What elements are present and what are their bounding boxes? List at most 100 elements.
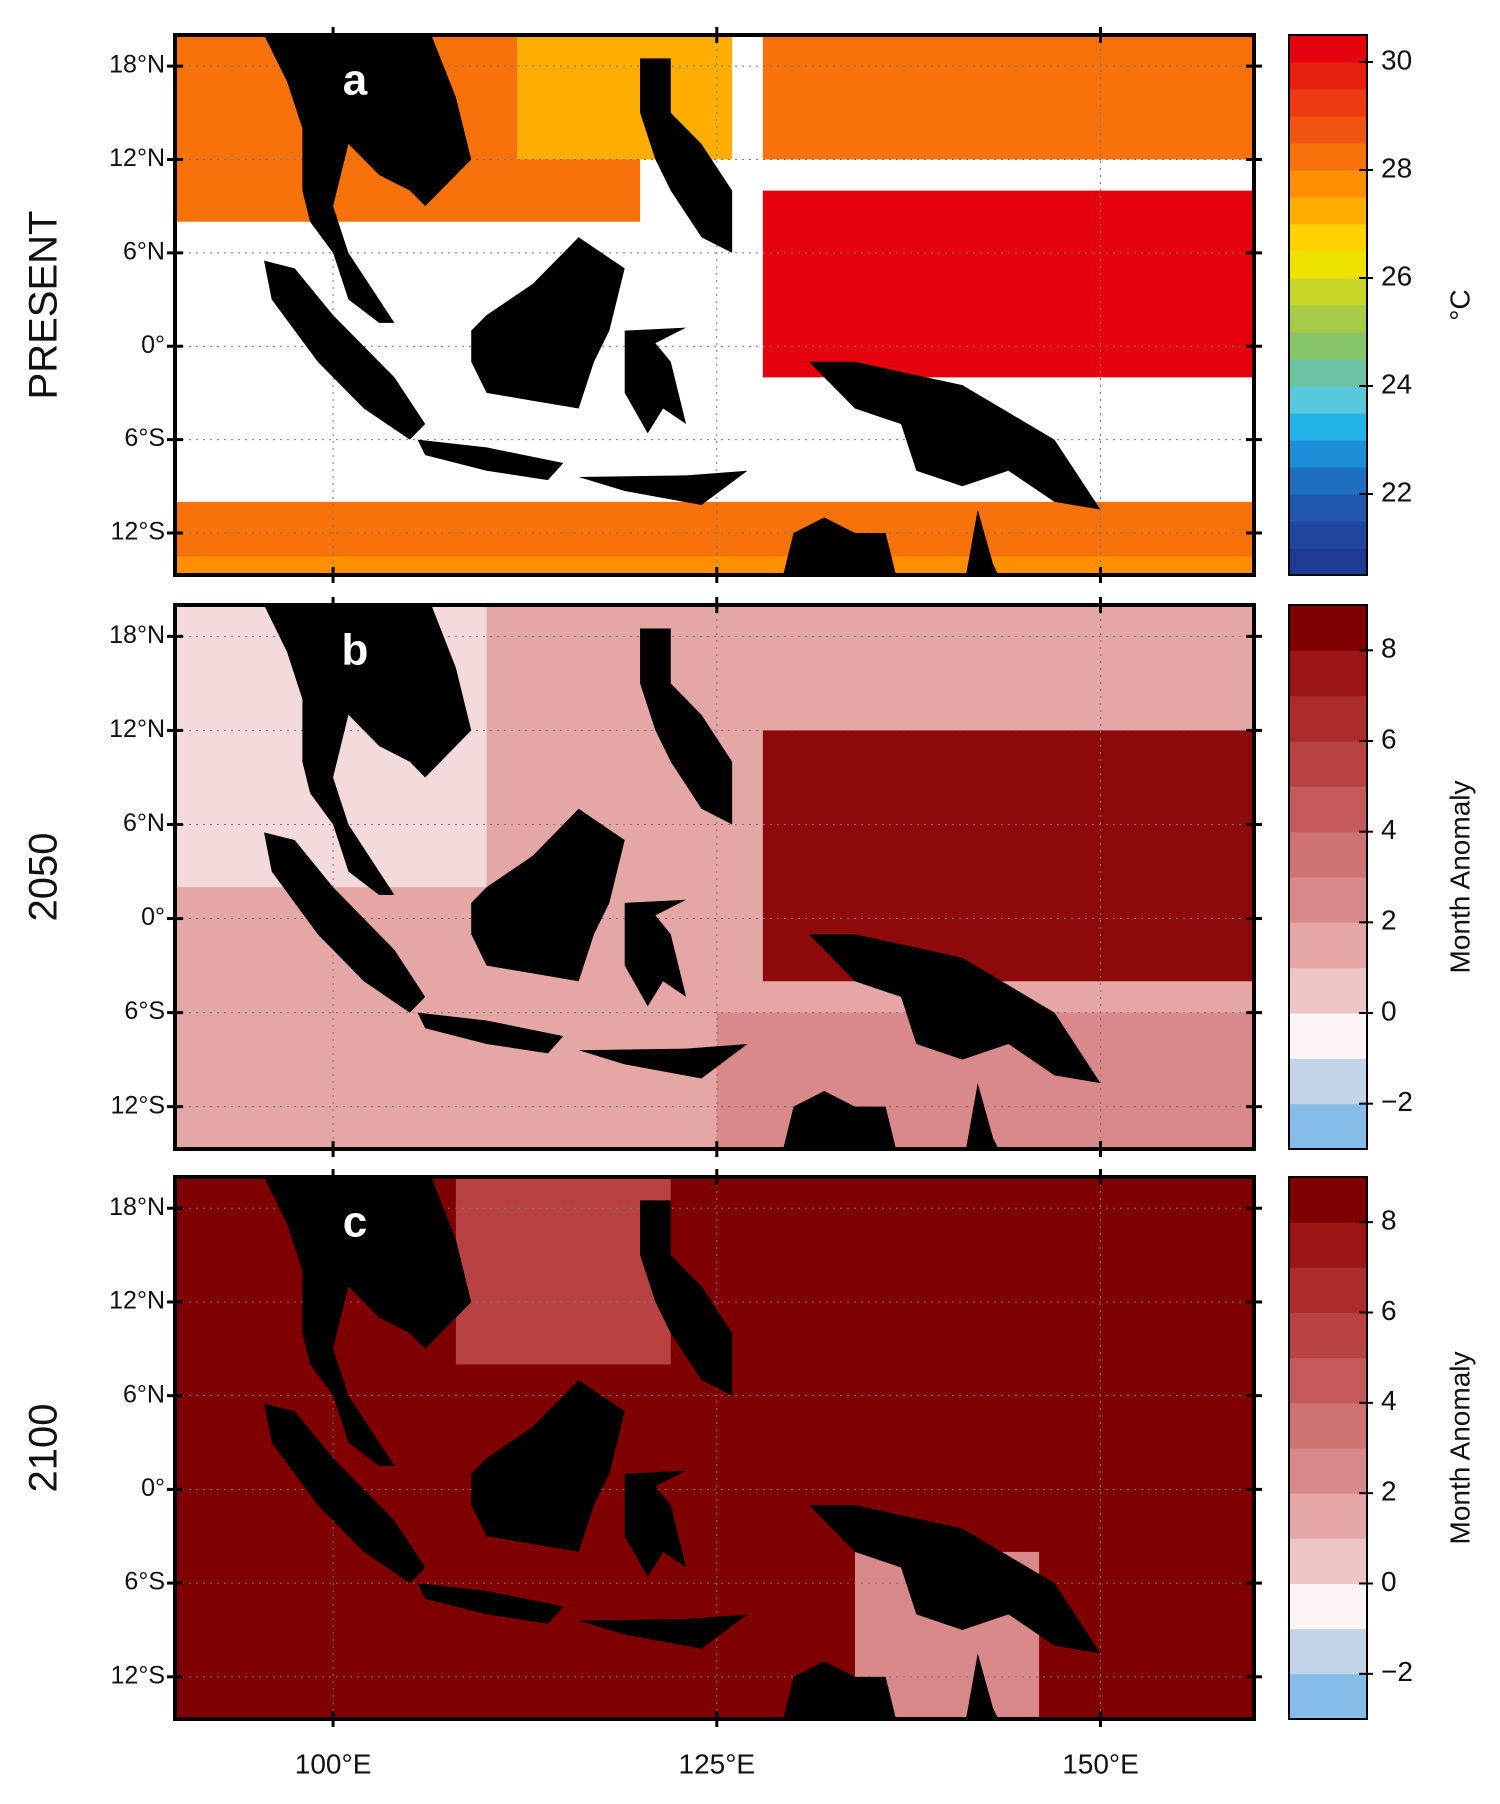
lat-tick-label: 12°S — [111, 1091, 165, 1119]
land — [808, 361, 1101, 510]
land — [264, 605, 472, 896]
lat-tick-label: 0° — [141, 903, 165, 931]
colorbar-segment — [1289, 741, 1367, 787]
colorbar-segment — [1289, 922, 1367, 969]
colorbar-segment — [1289, 35, 1367, 63]
panel-label: c — [343, 1198, 367, 1247]
map-content — [175, 1177, 1254, 1719]
row-label: PRESENT — [22, 211, 66, 400]
lat-tick-label: 6°N — [123, 809, 165, 837]
lon-tick-label: 125°E — [679, 1748, 756, 1779]
land — [264, 832, 426, 1013]
frame — [173, 33, 1256, 577]
colorbar-segment — [1289, 1448, 1367, 1494]
land — [808, 934, 1101, 1084]
colorbar-tick-label: 8 — [1381, 1205, 1397, 1236]
land — [417, 1012, 564, 1054]
colorbar-tick-label: 2 — [1381, 1476, 1397, 1507]
colorbar-segment — [1289, 1628, 1367, 1675]
colorbar-segment — [1289, 1103, 1367, 1150]
lat-tick-label: 12°N — [109, 144, 165, 172]
row-label: 2050 — [22, 833, 66, 922]
land — [640, 1200, 733, 1396]
colorbar-segment — [1289, 786, 1367, 833]
land — [417, 1583, 564, 1624]
lat-tick-label: 12°S — [111, 518, 165, 546]
colorbar-segment — [1289, 1673, 1367, 1720]
land — [640, 58, 733, 253]
colorbar-segment — [1289, 89, 1367, 117]
land — [264, 35, 472, 323]
colorbar-tick-label: 8 — [1381, 633, 1397, 664]
colorbar-segment — [1289, 224, 1367, 252]
map-content — [175, 35, 1254, 575]
colorbar-tick-label: 4 — [1381, 1385, 1397, 1416]
colorbar-segment — [1289, 1538, 1367, 1584]
colorbar-segment — [1289, 143, 1367, 171]
colorbar-tick-label: 22 — [1381, 476, 1412, 507]
colorbar-segment — [1289, 305, 1367, 333]
panel-label: a — [343, 56, 368, 105]
colorbar-segment — [1289, 251, 1367, 279]
colorbar-frame — [1288, 604, 1368, 1150]
colorbar-tick-label: 6 — [1381, 723, 1397, 754]
colorbar-segment — [1289, 170, 1367, 198]
colorbar-segment — [1289, 967, 1367, 1014]
colorbar-segment — [1289, 1583, 1367, 1630]
land — [471, 808, 625, 982]
colorbar-segment — [1289, 1222, 1367, 1268]
frame — [173, 1175, 1256, 1721]
lon-tick-label: 150°E — [1062, 1748, 1139, 1779]
map-content — [175, 605, 1254, 1149]
land — [264, 1177, 472, 1466]
sea-region — [517, 35, 733, 160]
colorbar-segment — [1289, 1493, 1367, 1539]
colorbar-segment — [1289, 332, 1367, 360]
colorbar-segment — [1289, 877, 1367, 923]
lat-tick-label: 0° — [141, 1474, 165, 1502]
colorbar-tick-label: 0 — [1381, 995, 1397, 1026]
frame — [173, 603, 1256, 1151]
lat-tick-label: 12°S — [111, 1661, 165, 1689]
colorbar-frame — [1288, 34, 1368, 576]
colorbar-segment — [1289, 440, 1367, 468]
land — [966, 509, 999, 575]
land — [624, 899, 687, 1007]
land — [578, 1614, 748, 1649]
colorbar-segment — [1289, 386, 1367, 414]
land — [783, 1661, 896, 1719]
colorbar-tick-label: 0 — [1381, 1566, 1397, 1597]
map-panel: 18°N 12°N 6°N 0° 6°S 12°S a PRESENT 22 24 26 28 30 °C — [22, 27, 1475, 583]
colorbar-tick-label: 26 — [1381, 260, 1412, 291]
colorbar-frame — [1288, 1176, 1368, 1720]
colorbar-segment — [1289, 650, 1367, 697]
colorbar-segment — [1289, 1312, 1367, 1359]
panel-label: b — [342, 626, 369, 675]
colorbar-segment — [1289, 1013, 1367, 1059]
colorbar-segment — [1289, 467, 1367, 495]
map-panel: 18°N 12°N 6°N 0° 6°S 12°S b 2050 −2 0 2 4 6 8 Month An… — [22, 597, 1475, 1157]
land — [471, 1380, 625, 1552]
colorbar-label: Month Anomaly — [1444, 1352, 1475, 1545]
colorbar-segment — [1289, 1177, 1367, 1223]
colorbar-tick-label: 6 — [1381, 1295, 1397, 1326]
lat-tick-label: 18°N — [109, 51, 165, 79]
lat-tick-label: 6°S — [124, 1568, 165, 1596]
sea-region — [455, 1177, 671, 1365]
land — [417, 439, 564, 481]
colorbar-segment — [1289, 197, 1367, 225]
lat-tick-label: 12°N — [109, 1287, 165, 1315]
lon-tick-label: 100°E — [295, 1748, 372, 1779]
colorbar-segment — [1289, 1402, 1367, 1449]
row-label: 2100 — [22, 1404, 66, 1493]
land — [966, 1653, 999, 1719]
lat-tick-label: 12°N — [109, 715, 165, 743]
colorbar-segment — [1289, 62, 1367, 90]
colorbar-segment — [1289, 605, 1367, 651]
lat-tick-label: 6°N — [123, 1380, 165, 1408]
sea-region — [762, 190, 1254, 378]
lat-tick-label: 18°N — [109, 621, 165, 649]
colorbar-segment — [1289, 278, 1367, 306]
sea-region — [762, 35, 1254, 160]
